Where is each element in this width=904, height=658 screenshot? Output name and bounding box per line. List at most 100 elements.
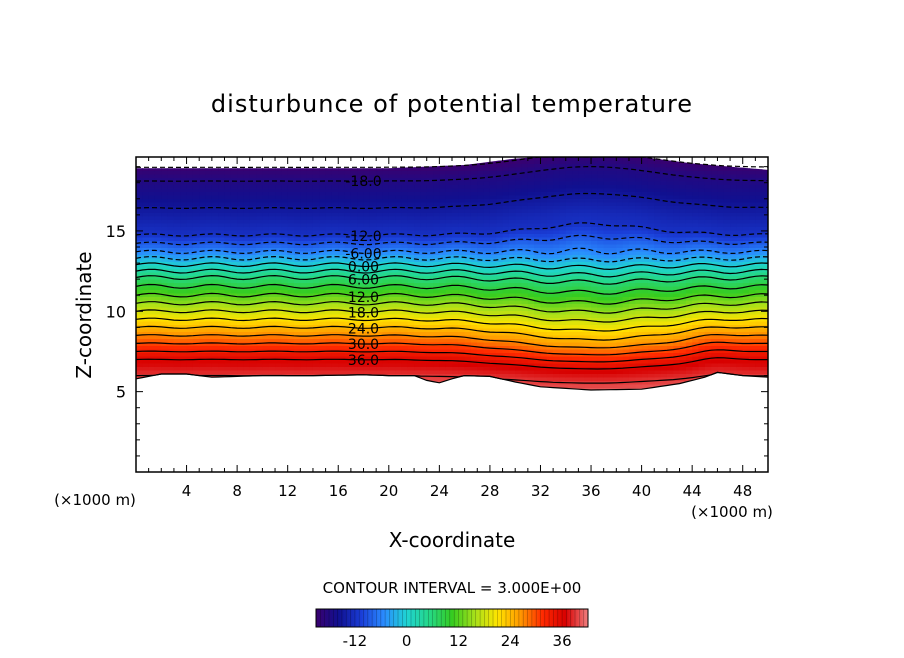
field-cell [173, 192, 181, 197]
field-cell [155, 420, 162, 424]
field-cell [205, 237, 213, 242]
field-cell [256, 237, 263, 242]
field-cell [142, 279, 150, 284]
field-cell [199, 279, 207, 284]
field-cell [262, 420, 269, 424]
field-cell [350, 332, 358, 337]
field-cell [268, 360, 276, 365]
field-cell [376, 213, 384, 218]
field-cell [136, 307, 143, 312]
field-cell [458, 462, 465, 466]
field-cell [136, 185, 143, 190]
field-cell [167, 199, 175, 204]
field-cell [243, 416, 250, 420]
field-cell [445, 293, 453, 298]
field-cell [312, 342, 320, 347]
field-cell [433, 223, 440, 228]
field-cell [401, 160, 409, 165]
field-cell [154, 328, 162, 333]
field-cell [420, 269, 428, 274]
field-cell [369, 325, 377, 330]
field-cell [369, 286, 377, 291]
field-cell [268, 230, 276, 235]
field-cell [401, 216, 409, 221]
field-cell [180, 395, 187, 399]
field-cell [414, 237, 421, 242]
field-cell [256, 441, 263, 445]
field-cell [243, 195, 251, 200]
field-cell [376, 462, 383, 466]
field-cell [470, 276, 478, 281]
field-cell [306, 297, 314, 302]
field-cell [433, 367, 440, 372]
field-cell [452, 258, 459, 263]
field-cell [407, 283, 415, 288]
field-cell [427, 399, 434, 403]
field-cell [395, 356, 403, 361]
field-cell [426, 339, 434, 344]
field-cell [401, 346, 409, 351]
field-cell [167, 342, 175, 347]
field-cell [345, 455, 352, 459]
field-cell [326, 423, 333, 427]
field-cell [452, 185, 459, 190]
field-cell [483, 300, 491, 305]
field-cell [483, 178, 491, 183]
field-cell [211, 202, 219, 207]
field-cell [401, 290, 409, 295]
field-cell [186, 279, 194, 284]
field-cell [464, 314, 472, 319]
field-cell [300, 353, 308, 358]
field-cell [237, 465, 244, 469]
field-cell [452, 272, 459, 277]
field-cell [199, 381, 207, 386]
field-cell [312, 192, 320, 197]
field-cell [148, 262, 156, 267]
field-cell [275, 402, 282, 406]
field-cell [142, 304, 150, 309]
field-cell [262, 269, 270, 274]
field-cell [154, 251, 162, 256]
field-cell [288, 444, 295, 448]
field-cell [173, 230, 181, 235]
field-cell [439, 213, 447, 218]
field-cell [262, 276, 270, 281]
field-cell [464, 230, 472, 235]
field-cell [142, 381, 150, 386]
field-cell [250, 420, 257, 424]
field-cell [357, 283, 365, 288]
field-cell [439, 409, 446, 413]
field-cell [294, 402, 301, 406]
field-cell [211, 199, 219, 204]
field-cell [446, 427, 453, 431]
field-cell [193, 455, 200, 459]
field-cell [376, 360, 384, 365]
field-cell [211, 304, 219, 309]
field-cell [452, 402, 459, 406]
field-cell [218, 167, 226, 172]
field-cell [426, 234, 434, 239]
field-cell [281, 304, 289, 309]
field-cell [426, 220, 434, 225]
field-cell [180, 427, 187, 431]
field-cell [395, 269, 403, 274]
field-cell [433, 241, 440, 246]
field-cell [167, 265, 175, 270]
field-cell [426, 188, 434, 193]
field-cell [388, 220, 396, 225]
field-cell [149, 423, 156, 427]
field-cell [477, 314, 485, 319]
field-cell [319, 423, 326, 427]
field-cell [161, 265, 169, 270]
field-cell [148, 290, 156, 295]
field-cell [395, 297, 403, 302]
field-cell [414, 339, 421, 344]
field-cell [426, 269, 434, 274]
field-cell [452, 276, 459, 281]
field-cell [420, 370, 428, 375]
field-cell [199, 353, 207, 358]
field-cell [344, 339, 352, 344]
field-cell [256, 234, 263, 239]
field-cell [483, 234, 491, 239]
field-cell [275, 258, 282, 263]
